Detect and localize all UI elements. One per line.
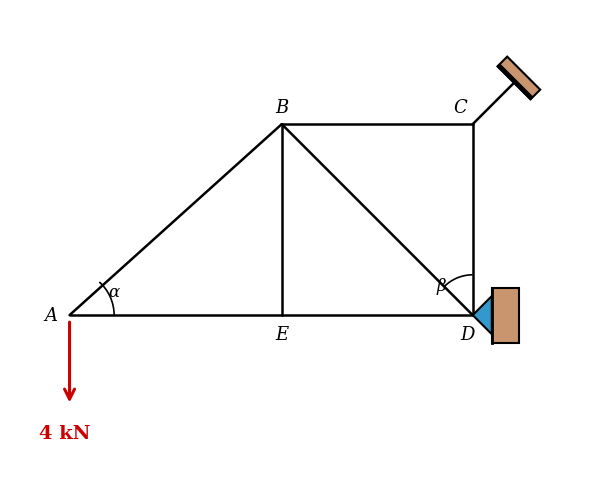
Text: C: C <box>453 99 467 117</box>
Polygon shape <box>473 296 492 334</box>
Text: A: A <box>44 306 57 325</box>
Polygon shape <box>497 58 540 100</box>
Text: E: E <box>275 325 289 344</box>
Polygon shape <box>492 288 519 343</box>
Text: β: β <box>436 277 445 294</box>
Text: α: α <box>109 284 120 301</box>
Text: D: D <box>460 325 474 344</box>
Text: 4 kN: 4 kN <box>38 425 90 443</box>
Polygon shape <box>497 65 533 100</box>
Text: B: B <box>275 99 289 117</box>
